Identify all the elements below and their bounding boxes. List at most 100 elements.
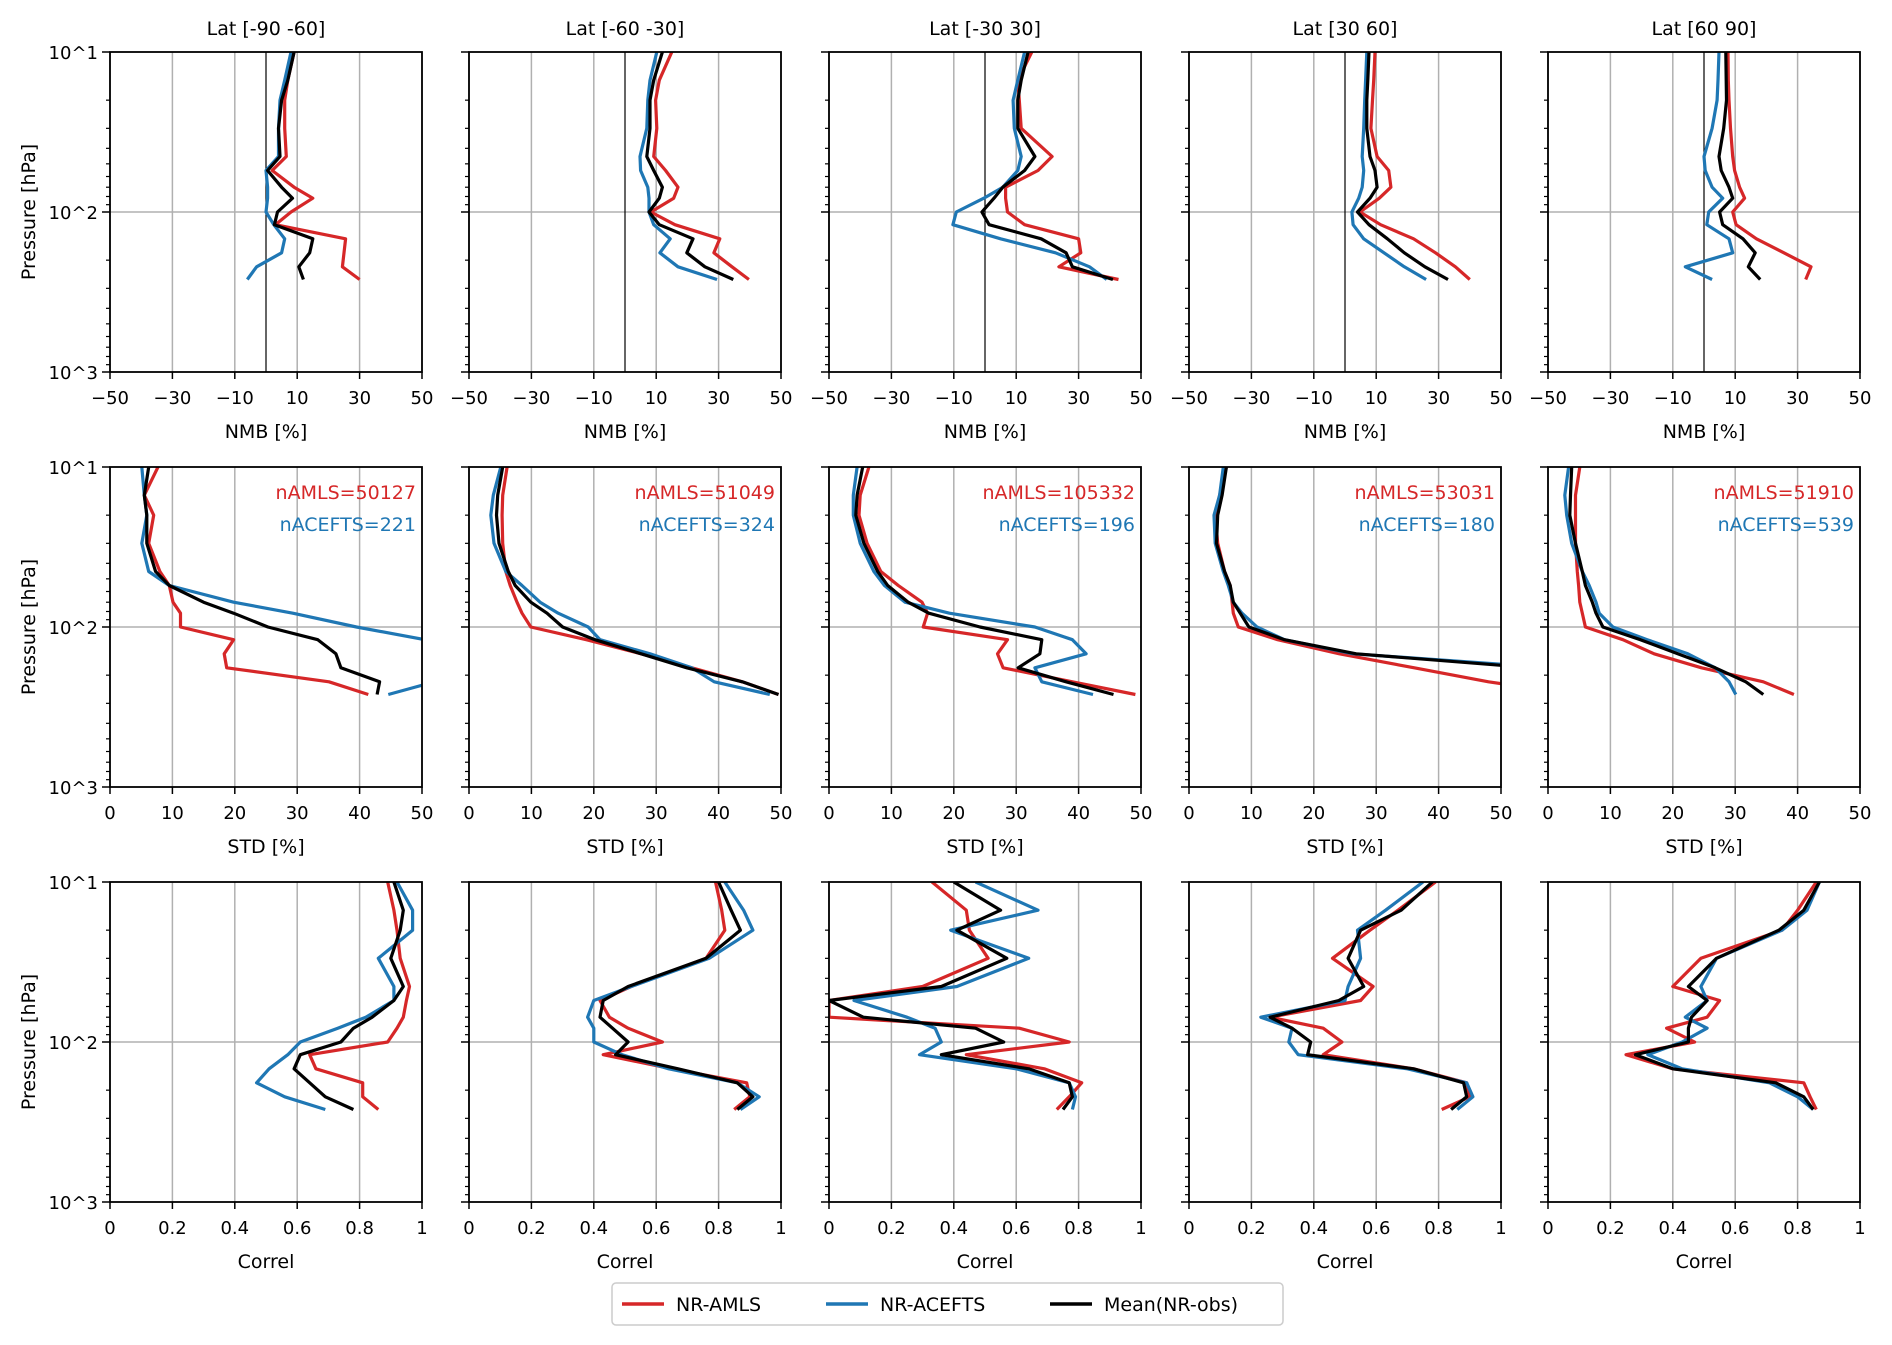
panel-title: Lat [30 60]	[1293, 18, 1398, 40]
series-line-nr-amls	[1003, 52, 1119, 282]
x-tick-label: 50	[1490, 388, 1513, 409]
y-tick-label: 10^2	[49, 618, 98, 639]
x-tick-label: −10	[1654, 388, 1692, 409]
x-tick-label: −10	[1295, 388, 1333, 409]
x-tick-label: 30	[645, 803, 668, 824]
x-tick-label: 20	[223, 803, 246, 824]
series-line-mean-nr-obs-	[1355, 52, 1449, 281]
axes-frame	[109, 51, 423, 373]
series-line-mean-nr-obs-	[292, 882, 405, 1111]
count-label-acefts: nACEFTS=180	[1359, 514, 1495, 536]
series-line-nr-acefts	[255, 882, 415, 1112]
y-tick-label: 10^1	[49, 458, 98, 479]
x-tick-label: 0	[463, 803, 474, 824]
series-line-mean-nr-obs-	[142, 467, 382, 695]
series-line-nr-amls	[1573, 467, 1795, 696]
axes-frame	[468, 466, 782, 788]
x-tick-label: 1	[1135, 1218, 1146, 1239]
legend-label-nr-amls: NR-AMLS	[676, 1294, 761, 1316]
x-tick-label: 0	[823, 803, 834, 824]
panel-r0-c1: −50 −30 −10 10 30 50 NMB [%] Lat [-60 -30]	[450, 18, 792, 443]
x-tick-label: 20	[1661, 803, 1684, 824]
panel-r0-c2: −50 −30 −10 10 30 50 NMB [%] Lat [-30 30]	[810, 18, 1152, 443]
axes-frame	[109, 466, 423, 788]
x-tick-label: 0.8	[1424, 1218, 1453, 1239]
x-tick-label: 50	[770, 803, 793, 824]
x-tick-label: 50	[1849, 388, 1872, 409]
panel-r1-c4: 0 10 20 30 40 50 STD [%] nAMLS=51910 nACEFTS=539	[1540, 466, 1871, 858]
x-tick-label: 30	[1067, 388, 1090, 409]
x-tick-label: 50	[1130, 388, 1153, 409]
x-axis-label: Correl	[597, 1251, 654, 1273]
x-axis-label: NMB [%]	[584, 421, 667, 443]
x-tick-label: 0.2	[158, 1218, 187, 1239]
panel-r0-c3: −50 −30 −10 10 30 50 NMB [%] Lat [30 60]	[1170, 18, 1512, 443]
count-label-amls: nAMLS=50127	[276, 482, 416, 504]
x-tick-label: 30	[1005, 803, 1028, 824]
x-tick-label: 0.8	[704, 1218, 733, 1239]
series-line-nr-amls	[1358, 52, 1471, 281]
count-label-acefts: nACEFTS=539	[1718, 514, 1854, 536]
axes-frame	[828, 466, 1142, 788]
series-group	[1259, 882, 1475, 1111]
x-tick-label: 0.6	[1002, 1218, 1031, 1239]
x-tick-label: 0.6	[642, 1218, 671, 1239]
x-tick-label: 0.2	[877, 1218, 906, 1239]
x-tick-label: 0.8	[345, 1218, 374, 1239]
x-tick-label: −30	[1591, 388, 1629, 409]
y-tick-label: 10^2	[49, 203, 98, 224]
y-tick-label: 10^3	[49, 778, 98, 799]
count-label-acefts: nACEFTS=324	[639, 514, 775, 536]
series-line-nr-acefts	[638, 52, 718, 282]
x-tick-label: 50	[770, 388, 793, 409]
legend: NR-AMLS NR-ACEFTS Mean(NR-obs)	[611, 1282, 1284, 1326]
x-tick-label: −30	[1232, 388, 1270, 409]
count-label-amls: nAMLS=51910	[1714, 482, 1854, 504]
panel-r2-c2: 0 0.2 0.4 0.6 0.8 1 Correl	[821, 881, 1147, 1273]
axes-frame	[1547, 51, 1861, 373]
y-tick-label: 10^1	[49, 873, 98, 894]
x-axis-label: STD [%]	[946, 836, 1023, 858]
y-tick-label: 10^3	[49, 1193, 98, 1214]
axes-frame	[1547, 881, 1861, 1203]
x-tick-label: 10	[520, 803, 543, 824]
x-tick-label: −50	[1529, 388, 1567, 409]
panel-r2-c3: 0 0.2 0.4 0.6 0.8 1 Correl	[1181, 881, 1507, 1273]
x-tick-label: 50	[411, 803, 434, 824]
panel-r1-c3: 0 10 20 30 40 50 STD [%] nAMLS=53031 nACEFTS=180	[1181, 466, 1512, 858]
series-line-mean-nr-obs-	[1717, 52, 1762, 281]
series-group	[585, 882, 761, 1111]
x-axis-label: STD [%]	[1665, 836, 1742, 858]
x-tick-label: 10	[161, 803, 184, 824]
series-group	[1683, 52, 1813, 281]
panel-r1-c0: 0 10 20 30 40 50 10^1 10^2 10^3 Pressure [hPa] STD…	[18, 458, 434, 858]
panel-title: Lat [-30 30]	[929, 18, 1041, 40]
axes-frame	[468, 881, 782, 1203]
series-line-nr-acefts	[1683, 52, 1735, 281]
series-line-nr-amls	[598, 882, 752, 1111]
panel-r2-c4: 0 0.2 0.4 0.6 0.8 1 Correl	[1540, 881, 1866, 1273]
series-line-nr-acefts	[1350, 52, 1427, 281]
x-tick-label: 0.8	[1064, 1218, 1093, 1239]
x-tick-label: 0	[463, 1218, 474, 1239]
series-line-mean-nr-obs-	[598, 882, 755, 1111]
series-line-nr-acefts	[489, 467, 771, 697]
series-line-nr-acefts	[851, 467, 1094, 697]
series-line-nr-acefts	[951, 52, 1108, 281]
x-axis-label: STD [%]	[1306, 836, 1383, 858]
series-line-nr-acefts	[852, 882, 1078, 1110]
series-line-mean-nr-obs-	[980, 52, 1114, 282]
x-tick-label: 0.6	[283, 1218, 312, 1239]
x-tick-label: −50	[810, 388, 848, 409]
y-axis-label: Pressure [hPa]	[18, 974, 40, 1110]
x-tick-label: 0.4	[939, 1218, 968, 1239]
x-tick-label: 10	[1599, 803, 1622, 824]
x-tick-label: 0.2	[517, 1218, 546, 1239]
x-tick-label: −30	[872, 388, 910, 409]
x-tick-label: 50	[411, 388, 434, 409]
series-group	[1624, 882, 1821, 1111]
series-group	[140, 467, 422, 697]
panel-r0-c0: −50 −30 −10 10 30 50 10^1 10^2 10^3 Pressure [hPa…	[18, 18, 433, 443]
x-tick-label: 40	[1427, 803, 1450, 824]
